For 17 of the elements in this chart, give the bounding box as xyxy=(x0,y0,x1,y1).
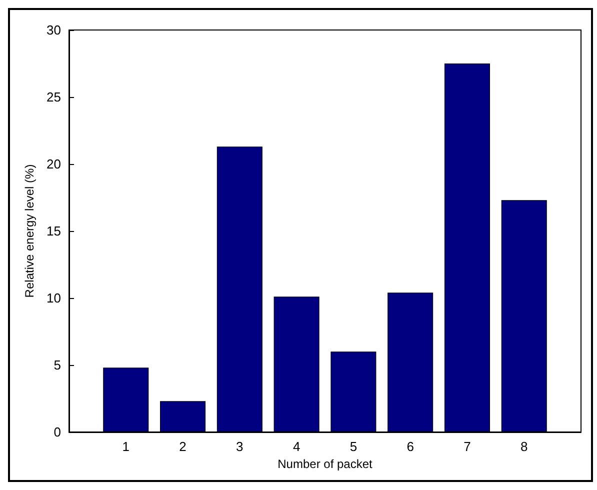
x-tick-label: 7 xyxy=(464,439,471,454)
x-tick-label: 1 xyxy=(122,439,130,454)
y-tick-label: 20 xyxy=(46,156,61,172)
y-tick-label: 15 xyxy=(46,224,61,238)
y-axis-title: Relative energy level (%) xyxy=(22,164,37,298)
x-tick-label: 2 xyxy=(179,439,186,454)
y-tick-label: 0 xyxy=(54,424,61,440)
y-tick-label: 25 xyxy=(46,90,61,104)
x-tick-label: 3 xyxy=(236,439,244,454)
x-axis-title: Number of packet xyxy=(278,456,374,471)
x-tick-label: 4 xyxy=(292,439,300,454)
x-tick-label: 5 xyxy=(350,439,358,454)
y-tick-label: 30 xyxy=(46,22,61,38)
x-tick-label: 6 xyxy=(406,439,414,454)
y-tick-label: 5 xyxy=(54,358,61,372)
x-tick-label: 8 xyxy=(520,439,528,454)
y-tick-label: 10 xyxy=(46,290,61,306)
